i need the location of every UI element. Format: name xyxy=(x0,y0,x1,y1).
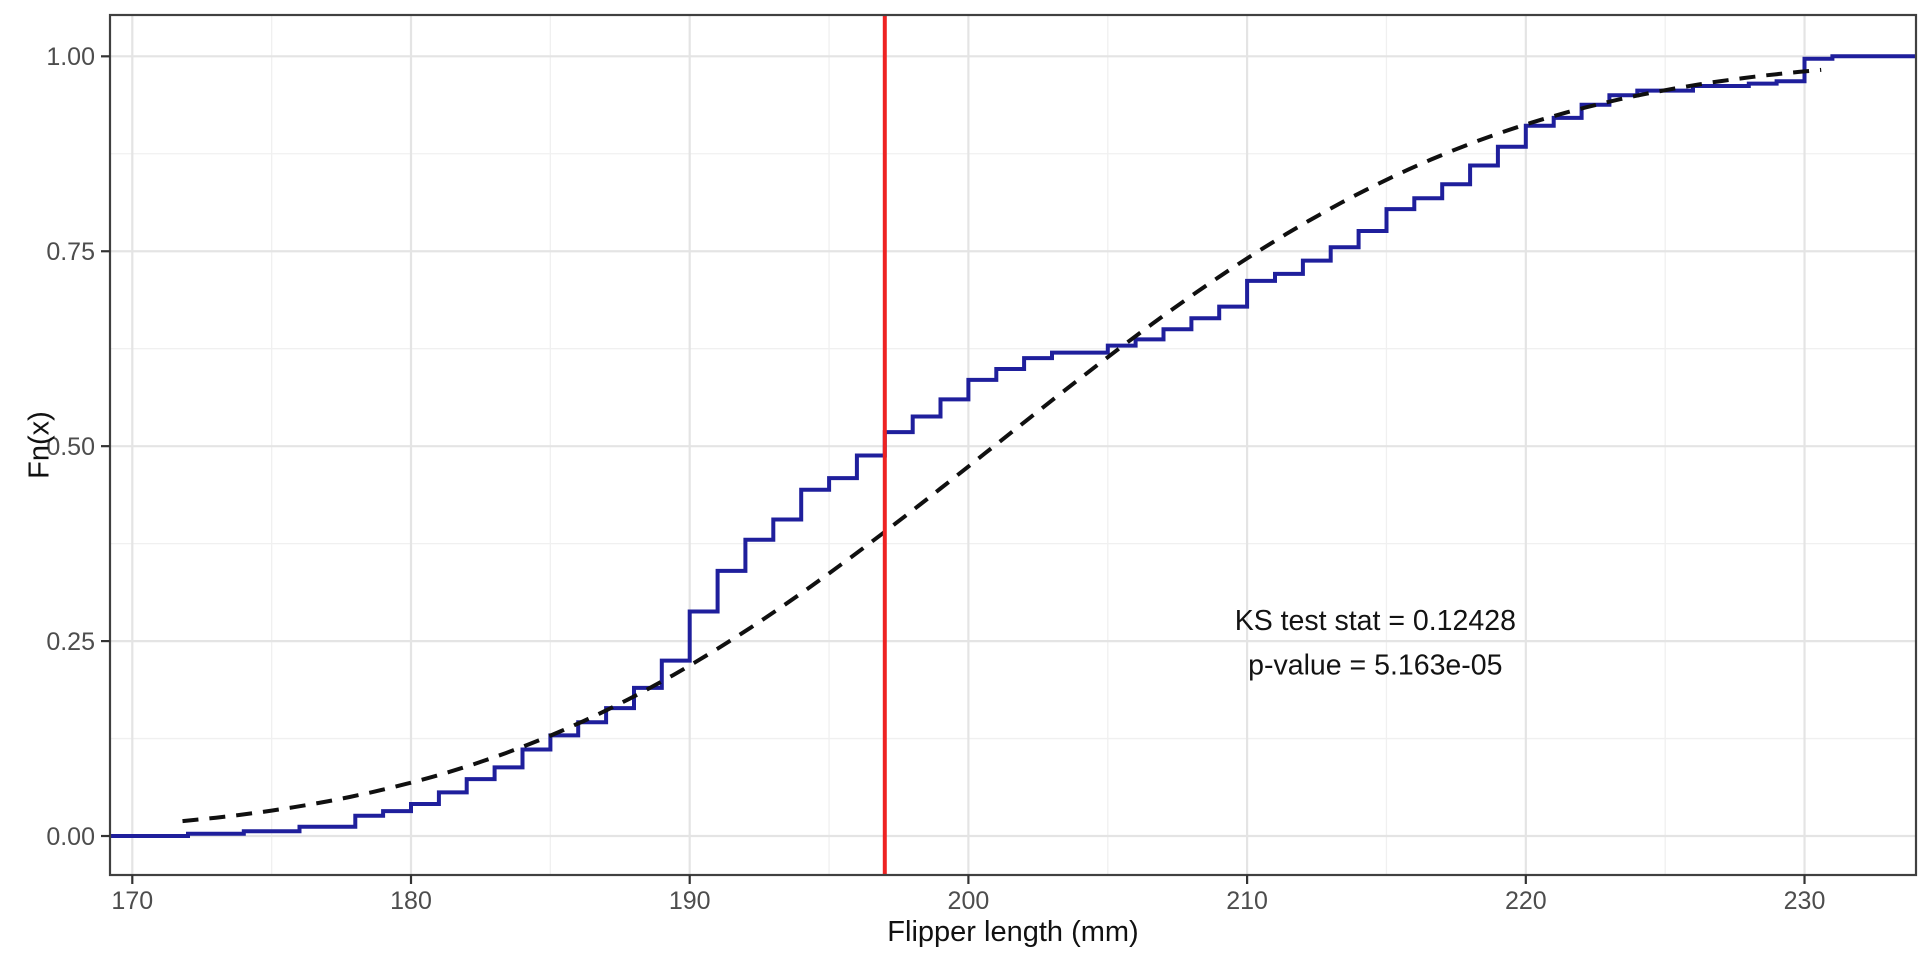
x-tick-label: 230 xyxy=(1784,887,1826,915)
ks-annotation-text: KS test stat = 0.12428 xyxy=(1235,605,1516,637)
y-tick-label: 0.50 xyxy=(46,433,95,461)
y-tick-label: 0.75 xyxy=(46,238,95,266)
empirical-cdf-line xyxy=(110,54,1916,838)
y-axis-title: Fn(x) xyxy=(23,411,56,479)
y-tick-label: 1.00 xyxy=(46,43,95,71)
panel-border xyxy=(108,13,1918,877)
x-axis-title: Flipper length (mm) xyxy=(887,916,1139,948)
theoretical-normal-cdf-line xyxy=(182,67,1822,824)
x-tick-label: 180 xyxy=(390,887,432,915)
x-tick-label: 210 xyxy=(1226,887,1268,915)
x-tick-label: 190 xyxy=(669,887,711,915)
x-tick-label: 220 xyxy=(1505,887,1547,915)
ks-annotation-text: p-value = 5.163e-05 xyxy=(1248,649,1502,681)
y-tick-label: 0.25 xyxy=(46,628,95,656)
x-tick-label: 170 xyxy=(111,887,153,915)
y-tick-label: 0.00 xyxy=(46,823,95,851)
x-tick-label: 200 xyxy=(948,887,990,915)
